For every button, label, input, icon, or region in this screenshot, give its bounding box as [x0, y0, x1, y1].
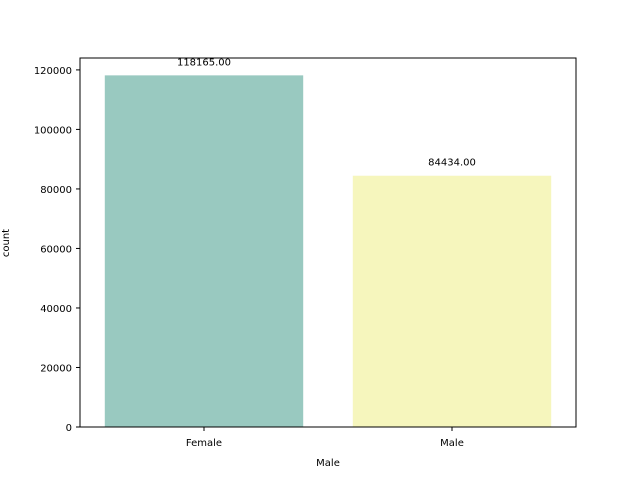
data-label-male: 84434.00 [428, 158, 476, 169]
y-tick-label: 100000 [34, 125, 72, 136]
y-tick-label: 80000 [40, 185, 72, 196]
data-label-female: 118165.00 [177, 57, 231, 68]
y-tick-label: 20000 [40, 363, 72, 374]
bar-female [104, 75, 304, 427]
y-tick-label: 60000 [40, 244, 72, 255]
y-tick-label: 40000 [40, 304, 72, 315]
data-labels-layer: 118165.00 84434.00 [177, 57, 476, 168]
bar-male [352, 175, 552, 427]
y-axis-label: count [1, 229, 12, 257]
x-axis-label: Male [316, 458, 340, 469]
x-tick-label-female: Female [186, 438, 222, 449]
plot-frame [79, 57, 577, 428]
y-tick-label: 120000 [34, 66, 72, 77]
bars-layer [104, 75, 552, 427]
x-tick-label-male: Male [440, 438, 464, 449]
y-tick-label: 0 [66, 423, 72, 434]
y-ticks-layer: 0 20000 40000 60000 80000 100000 120000 [34, 66, 80, 434]
x-ticks-layer: Female Male [186, 427, 464, 449]
